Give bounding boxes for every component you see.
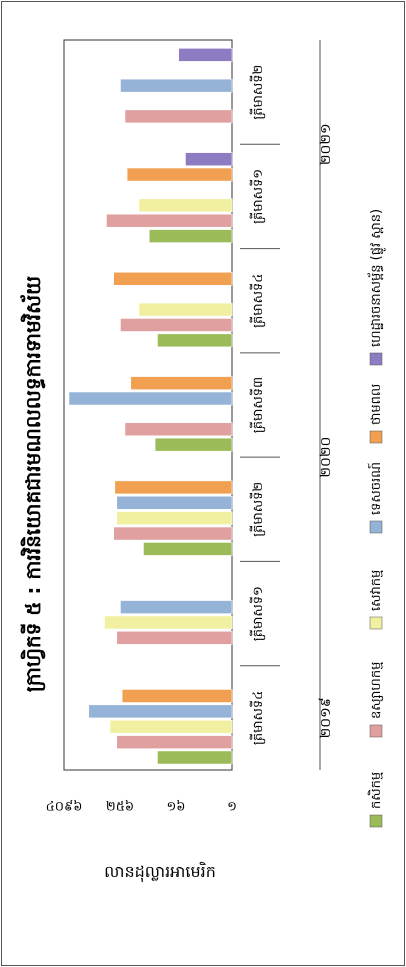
category-label: ត្រីមាសទី១ [249,169,266,224]
legend-label: ទេសចរណ៍ [367,462,384,515]
category-label: ត្រីមាសទី៤ [249,274,266,328]
bar [88,704,233,719]
legend-label: ហេដ្ឋារចនាសម្ព័ន្ធ (ផ្លូវ ស្ពាន) [367,209,386,347]
legend-swatch [369,616,383,630]
category-label: ត្រីមាសទី៣ [249,377,266,433]
bar [116,511,233,525]
bar [120,600,233,614]
year-label: ២០២១ [318,123,334,165]
legend-label: ឧស្សាហកម្ម [369,662,384,719]
year-label: ២០១៩ [318,697,334,738]
bar [124,422,233,437]
y-tick-label: ២៥៦ [106,800,134,815]
bar [130,376,233,390]
bar [120,78,233,93]
bar [116,631,233,645]
bar [68,391,233,406]
bar [138,198,233,213]
legend-swatch [369,430,383,444]
category-label: ត្រីមាសទី២ [249,65,266,120]
bar [157,333,233,348]
category-label: ត្រីមាសទី២ [249,482,266,537]
bar [157,750,233,765]
legend-label: កសិកម្ម [367,772,384,809]
bar [154,437,233,452]
legend-swatch [369,520,383,534]
category-label: ត្រីមាសទី១ [249,586,266,641]
bar [185,152,233,166]
year-label: ២០២០ [318,437,334,478]
bar [104,615,233,630]
bar [109,719,233,734]
bar [116,496,233,510]
legend-swatch [369,352,383,366]
bar [178,48,233,62]
bar [124,109,233,124]
bar [121,689,233,703]
bar [126,167,233,182]
bar [114,480,233,495]
y-axis-label: លានដុល្លារអាមេរិក [104,861,216,883]
bar [138,302,233,317]
legend-swatch [369,814,383,828]
bar [149,229,233,243]
bar [113,526,233,541]
legend-label: សេវាកម្ម [369,570,384,611]
bar [120,318,233,332]
chart-title: ក្រាហ្វិកទី ៥ : ការវិនិយោគជារមណលលទ្ធការទ… [20,276,46,692]
legend-label: ថាមពល [369,384,384,425]
y-tick-label: ១៦ [166,800,185,815]
y-tick-label: ៤០៩៦ [46,800,83,815]
bar [143,542,233,556]
legend-swatch [369,724,383,738]
bar [113,272,233,286]
bar [116,735,233,749]
y-tick-label: ១ [227,800,237,815]
bar [106,213,233,228]
category-label: ត្រីមាសទី៤ [249,691,266,745]
